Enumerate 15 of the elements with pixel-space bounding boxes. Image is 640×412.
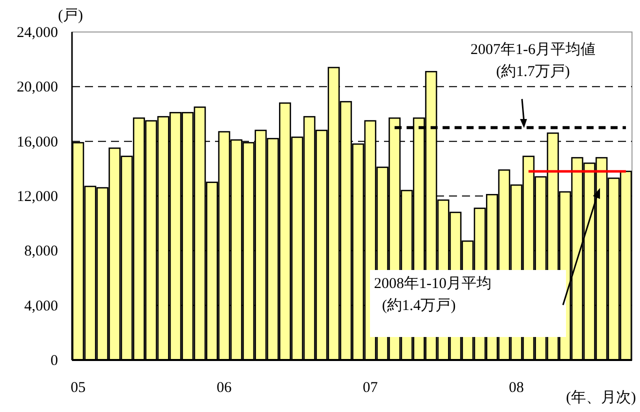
y-tick-label: 20,000	[16, 80, 58, 96]
annotation: 2008年1-10月平均 (約1.4万戸)	[374, 275, 492, 314]
x-tick-label: 07	[362, 380, 378, 396]
x-tick-label: 08	[508, 380, 524, 396]
x-axis-title: (年、月次)	[566, 389, 636, 406]
y-tick-label: 24,000	[16, 25, 58, 41]
y-tick-label: 12,000	[16, 189, 58, 205]
annotation: 2007年1-6月平均値 (約1.7万戸)	[470, 41, 596, 80]
x-tick-label: 05	[70, 380, 86, 396]
y-tick-label: 4,000	[24, 298, 58, 314]
y-tick-label: 16,000	[16, 134, 58, 150]
y-tick-label: 0	[50, 353, 58, 369]
x-tick-label: 06	[216, 380, 232, 396]
y-axis-title: (戸)	[58, 8, 83, 24]
y-tick-label: 8,000	[24, 244, 58, 260]
